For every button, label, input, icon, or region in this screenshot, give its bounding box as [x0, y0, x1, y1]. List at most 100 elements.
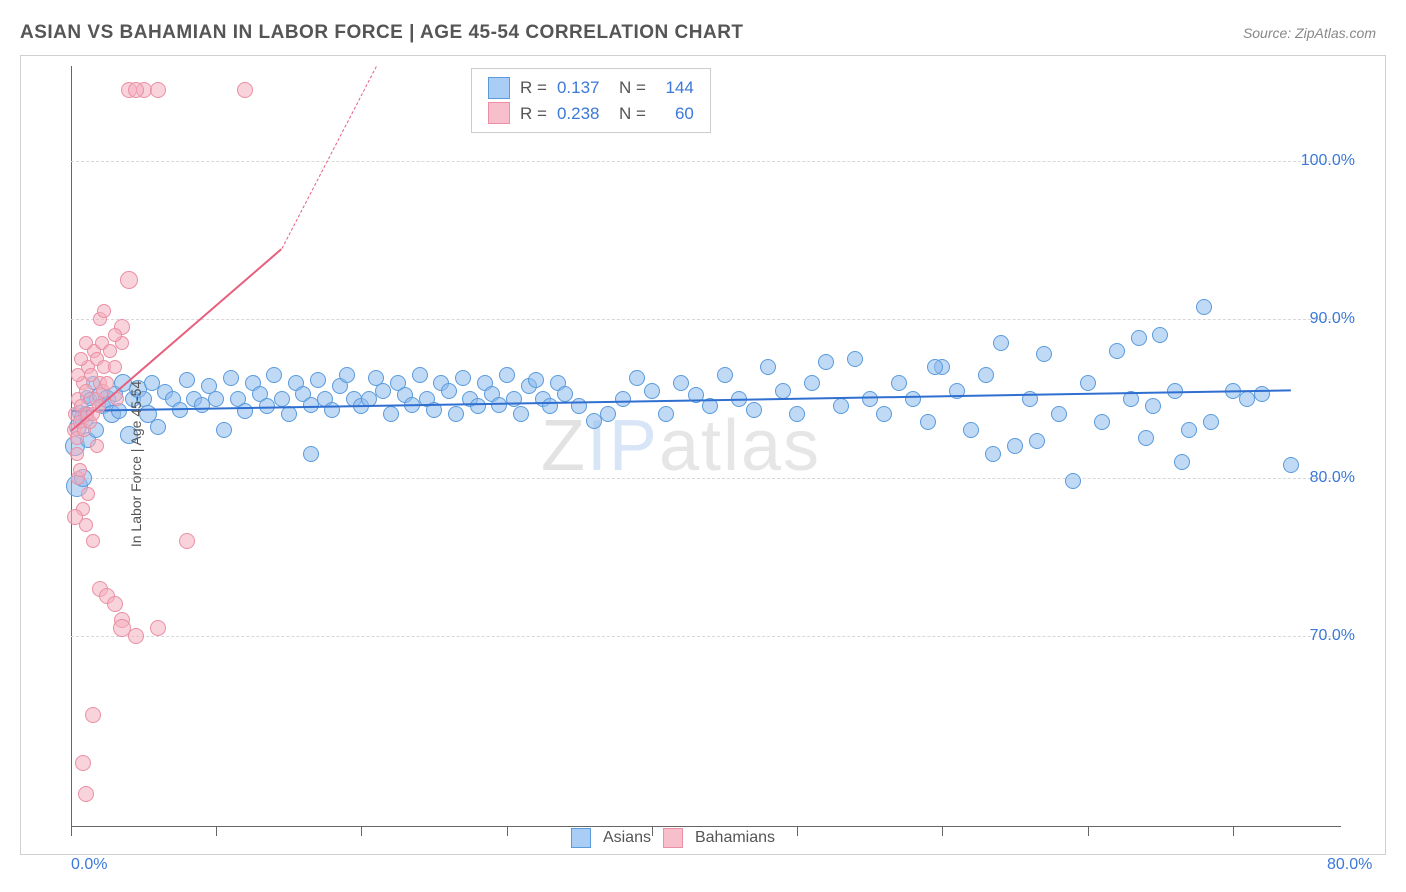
legend-swatch — [571, 828, 591, 848]
data-point — [1065, 473, 1081, 489]
data-point — [128, 628, 144, 644]
data-point — [1174, 454, 1190, 470]
y-tick-label: 100.0% — [1301, 152, 1355, 170]
legend-n-label: N = — [619, 75, 646, 101]
data-point — [70, 447, 84, 461]
data-point — [920, 414, 936, 430]
legend-r-label: R = — [520, 75, 547, 101]
data-point — [993, 335, 1009, 351]
data-point — [1152, 327, 1168, 343]
legend-n-value: 60 — [656, 101, 694, 127]
data-point — [455, 370, 471, 386]
data-point — [274, 391, 290, 407]
data-point — [150, 620, 166, 636]
legend-r-label: R = — [520, 101, 547, 127]
y-tick-label: 70.0% — [1310, 627, 1355, 645]
data-point — [1036, 346, 1052, 362]
data-point — [1094, 414, 1110, 430]
y-axis-title: In Labor Force | Age 45-54 — [128, 381, 144, 547]
data-point — [86, 534, 100, 548]
data-point — [310, 372, 326, 388]
data-point — [600, 406, 616, 422]
data-point — [67, 509, 83, 525]
data-point — [557, 386, 573, 402]
data-point — [150, 82, 166, 98]
data-point — [75, 755, 91, 771]
legend-row: R = 0.238 N = 60 — [488, 101, 694, 127]
data-point — [324, 402, 340, 418]
data-point — [73, 463, 87, 477]
data-point — [542, 398, 558, 414]
trend-line — [281, 66, 376, 249]
legend-r-value: 0.238 — [557, 101, 609, 127]
data-point — [615, 391, 631, 407]
data-point — [79, 336, 93, 350]
data-point — [1029, 433, 1045, 449]
data-point — [644, 383, 660, 399]
legend-label: Bahamians — [695, 829, 775, 846]
x-tick-label: 80.0% — [1327, 856, 1372, 874]
data-point — [963, 422, 979, 438]
legend-correlation: R = 0.137 N = 144 R = 0.238 N = 60 — [471, 68, 711, 133]
legend-swatch — [488, 102, 510, 124]
data-point — [528, 372, 544, 388]
watermark-z: Z — [541, 406, 587, 486]
legend-n-value: 144 — [656, 75, 694, 101]
data-point — [266, 367, 282, 383]
source-label: Source: ZipAtlas.com — [1243, 25, 1376, 41]
x-axis — [71, 826, 1341, 827]
data-point — [1138, 430, 1154, 446]
data-point — [1283, 457, 1299, 473]
data-point — [717, 367, 733, 383]
data-point — [303, 446, 319, 462]
data-point — [448, 406, 464, 422]
data-point — [673, 375, 689, 391]
legend-label: Asians — [603, 829, 651, 846]
legend-swatch — [663, 828, 683, 848]
data-point — [818, 354, 834, 370]
chart-container: 70.0%80.0%90.0%100.0% 0.0%80.0% ZIPatlas… — [20, 55, 1386, 855]
watermark: ZIPatlas — [541, 405, 821, 487]
data-point — [1196, 299, 1212, 315]
data-point — [179, 372, 195, 388]
data-point — [1145, 398, 1161, 414]
legend-row: R = 0.137 N = 144 — [488, 75, 694, 101]
data-point — [81, 487, 95, 501]
data-point — [1131, 330, 1147, 346]
data-point — [107, 596, 123, 612]
data-point — [85, 707, 101, 723]
data-point — [876, 406, 892, 422]
data-point — [927, 359, 943, 375]
data-point — [216, 422, 232, 438]
data-point — [74, 352, 88, 366]
data-point — [1181, 422, 1197, 438]
data-point — [208, 391, 224, 407]
legend-r-value: 0.137 — [557, 75, 609, 101]
data-point — [383, 406, 399, 422]
data-point — [223, 370, 239, 386]
data-point — [804, 375, 820, 391]
data-point — [658, 406, 674, 422]
data-point — [760, 359, 776, 375]
data-point — [179, 533, 195, 549]
legend-series: Asians Bahamians — [21, 828, 1325, 848]
data-point — [1051, 406, 1067, 422]
data-point — [629, 370, 645, 386]
y-tick-label: 90.0% — [1310, 310, 1355, 328]
data-point — [1254, 386, 1270, 402]
data-point — [891, 375, 907, 391]
data-point — [470, 398, 486, 414]
data-point — [150, 419, 166, 435]
data-point — [441, 383, 457, 399]
data-point — [513, 406, 529, 422]
legend-n-label: N = — [619, 101, 646, 127]
y-tick-label: 80.0% — [1310, 469, 1355, 487]
data-point — [1203, 414, 1219, 430]
plot-area: ZIPatlas — [71, 66, 1291, 826]
data-point — [1080, 375, 1096, 391]
chart-title: ASIAN VS BAHAMIAN IN LABOR FORCE | AGE 4… — [20, 22, 744, 44]
data-point — [120, 271, 138, 289]
data-point — [905, 391, 921, 407]
data-point — [375, 383, 391, 399]
data-point — [108, 360, 122, 374]
